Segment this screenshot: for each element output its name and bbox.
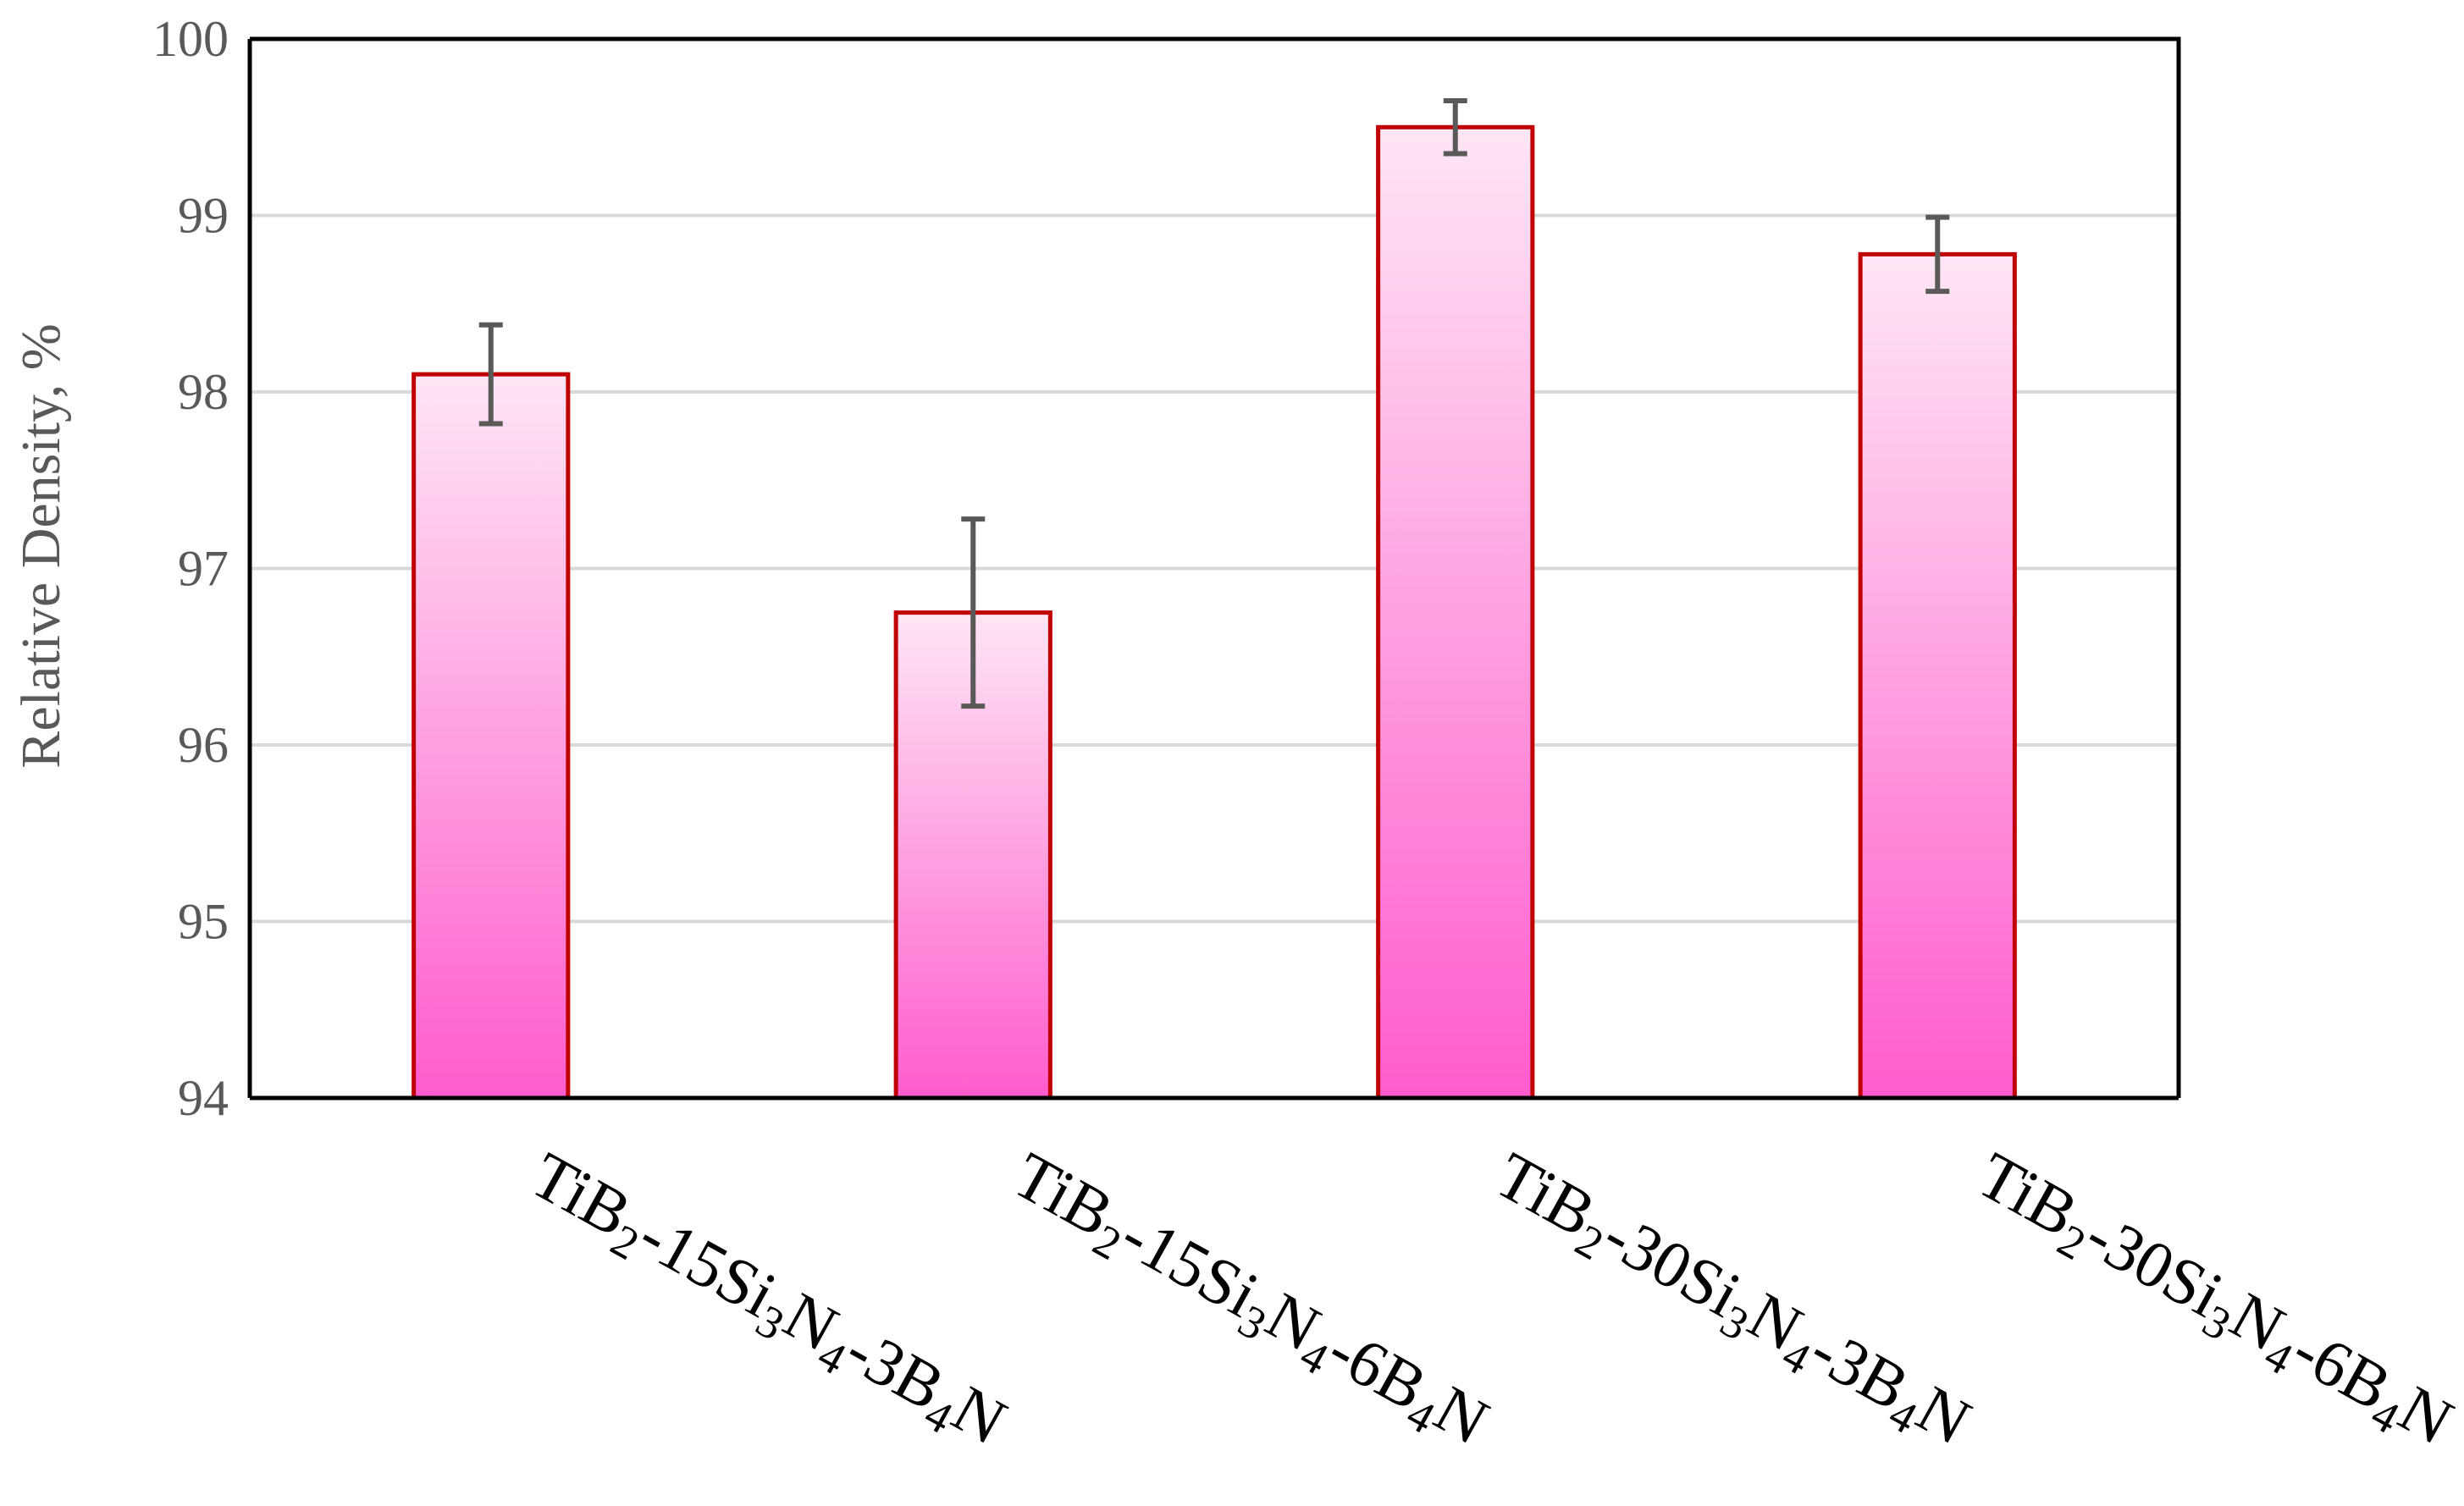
y-tick-label: 96: [178, 717, 229, 773]
x-tick-label-part: N: [941, 1371, 1018, 1459]
bar: [1376, 124, 1535, 1101]
x-tick-labels: TiB2-15Si3N4-3B4NTiB2-15Si3N4-6B4NTiB2-3…: [515, 1138, 2464, 1467]
error-bar: [478, 322, 503, 427]
y-tick-labels: 94 95 96 97 98 99 100: [152, 11, 229, 1126]
y-tick-label: 95: [178, 894, 229, 950]
bar: [412, 372, 571, 1101]
y-axis-title: Relative Density, %: [10, 323, 72, 768]
x-tick-label-part: N: [2388, 1371, 2464, 1459]
bars: [412, 124, 2017, 1101]
error-bar: [1925, 214, 1950, 295]
bar: [1858, 251, 2017, 1101]
error-bar: [1443, 97, 1467, 157]
error-bars: [478, 97, 1950, 709]
y-tick-label: 99: [178, 188, 229, 244]
error-bar: [961, 516, 986, 709]
y-tick-label: 100: [152, 11, 229, 67]
x-tick-label-part: N: [1905, 1371, 1982, 1459]
x-tick-label: TiB2-15Si3N4-6B4N: [997, 1138, 1500, 1467]
x-tick-label-part: N: [1423, 1371, 1500, 1459]
x-tick-label: TiB2-30Si3N4-6B4N: [1962, 1138, 2464, 1467]
x-tick-label: TiB2-30Si3N4-3B4N: [1479, 1138, 1982, 1467]
plot-frame: [247, 36, 2181, 1101]
x-tick-label: TiB2-15Si3N4-3B4N: [515, 1138, 1018, 1467]
y-tick-label: 94: [178, 1070, 229, 1126]
plot-border: [250, 36, 2181, 1098]
y-tick-label: 98: [178, 364, 229, 420]
y-tick-label: 97: [178, 541, 229, 597]
